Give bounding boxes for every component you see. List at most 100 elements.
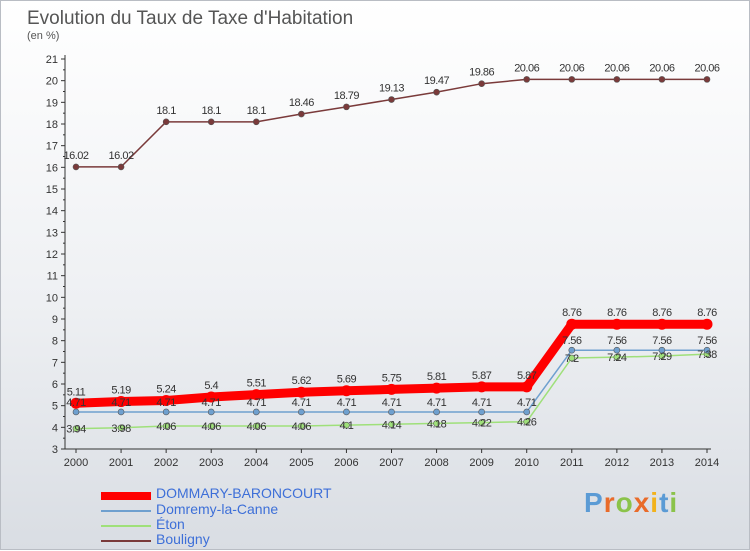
data-label-domremy: 7.56 <box>697 335 717 347</box>
data-label-bouligny: 20.06 <box>559 62 584 74</box>
data-point-bouligny <box>523 76 531 83</box>
y-tick-label: 10 <box>46 292 58 304</box>
data-point-eton <box>388 420 395 428</box>
data-point-eton <box>478 419 485 426</box>
data-point-domremy <box>298 408 305 416</box>
data-point-dommary <box>476 381 488 393</box>
legend-swatch-bouligny <box>101 540 151 542</box>
data-label-domremy: 4.71 <box>247 397 267 409</box>
x-tick-label: 2001 <box>109 457 133 469</box>
data-label-domremy: 7.56 <box>562 335 582 347</box>
logo-letter: i <box>669 487 679 518</box>
data-point-domremy <box>478 408 485 416</box>
y-tick-label: 21 <box>46 54 58 66</box>
data-label-dommary: 8.76 <box>697 307 717 319</box>
data-label-bouligny: 20.06 <box>604 62 629 74</box>
data-label-dommary: 5.75 <box>382 372 402 384</box>
data-label-eton: 7.24 <box>607 352 627 364</box>
data-point-bouligny <box>478 80 485 87</box>
data-point-domremy <box>162 408 170 416</box>
data-label-domremy: 7.56 <box>607 335 627 347</box>
data-point-domremy <box>568 346 576 354</box>
y-tick-label: 16 <box>46 162 58 174</box>
data-point-dommary <box>521 381 533 393</box>
data-point-bouligny <box>703 76 711 83</box>
data-label-domremy: 4.71 <box>337 397 357 409</box>
data-point-bouligny <box>117 163 125 171</box>
legend-label-eton: Éton <box>156 516 185 532</box>
data-label-domremy: 4.71 <box>517 397 537 409</box>
data-label-domremy: 4.71 <box>382 397 402 409</box>
legend-swatch-eton <box>101 525 151 527</box>
data-point-eton <box>568 354 576 362</box>
data-label-eton: 4.1 <box>340 420 354 432</box>
data-label-bouligny: 20.06 <box>514 62 539 74</box>
data-label-bouligny: 16.02 <box>109 150 134 162</box>
data-label-dommary: 5.87 <box>517 370 537 382</box>
data-point-bouligny <box>658 76 666 83</box>
x-tick-label: 2008 <box>424 457 448 469</box>
data-label-eton: 4.18 <box>427 418 447 430</box>
data-point-bouligny <box>162 118 170 126</box>
data-label-dommary: 5.81 <box>427 371 447 383</box>
x-tick-label: 2006 <box>334 457 358 469</box>
legend-swatch-domremy <box>101 510 151 512</box>
data-point-eton <box>613 353 621 361</box>
proxiti-logo: Proxiti <box>584 487 678 519</box>
data-label-eton: 3.94 <box>66 424 86 436</box>
legend-swatch-dommary <box>101 492 151 500</box>
data-point-bouligny <box>298 110 305 118</box>
x-tick-label: 2003 <box>199 457 223 469</box>
y-tick-label: 20 <box>46 76 58 88</box>
data-point-eton <box>117 424 125 432</box>
data-point-eton <box>343 421 350 429</box>
data-label-eton: 7.29 <box>652 351 672 363</box>
data-label-bouligny: 18.79 <box>334 90 359 102</box>
data-point-eton <box>433 420 440 427</box>
chart-title: Evolution du Taux de Taxe d'Habitation <box>27 8 354 29</box>
y-tick-label: 18 <box>46 119 58 131</box>
x-tick-label: 2009 <box>469 457 493 469</box>
data-label-domremy: 7.56 <box>652 335 672 347</box>
data-label-eton: 4.06 <box>247 421 267 433</box>
data-point-domremy <box>343 408 350 416</box>
data-label-domremy: 4.71 <box>202 397 222 409</box>
data-point-domremy <box>388 408 395 416</box>
x-tick-label: 2004 <box>244 457 268 469</box>
x-tick-label: 2010 <box>514 457 538 469</box>
data-point-domremy <box>613 346 621 354</box>
data-label-eton: 7.2 <box>565 353 579 365</box>
y-tick-label: 7 <box>52 357 58 369</box>
data-label-dommary: 5.87 <box>472 370 492 382</box>
data-point-domremy <box>523 408 531 416</box>
data-point-dommary <box>295 386 307 398</box>
y-tick-label: 14 <box>46 206 58 218</box>
data-label-bouligny: 20.06 <box>694 62 719 74</box>
data-label-bouligny: 18.1 <box>202 105 222 117</box>
y-tick-label: 13 <box>46 227 58 239</box>
data-point-dommary <box>250 389 262 401</box>
y-tick-label: 17 <box>46 141 58 153</box>
logo-letter: P <box>584 487 604 518</box>
data-point-dommary <box>566 318 578 330</box>
data-point-eton <box>523 418 531 426</box>
data-label-dommary: 8.76 <box>652 307 672 319</box>
data-point-domremy <box>72 408 80 416</box>
data-point-domremy <box>703 346 711 354</box>
data-point-bouligny <box>433 88 440 96</box>
data-label-dommary: 8.76 <box>562 307 582 319</box>
data-label-dommary: 5.19 <box>111 385 131 397</box>
y-tick-label: 3 <box>52 444 58 456</box>
legend-label-domremy: Domremy-la-Canne <box>156 501 279 517</box>
data-point-domremy <box>207 408 215 416</box>
data-point-eton <box>162 422 170 430</box>
data-label-domremy: 4.71 <box>472 397 492 409</box>
x-tick-label: 2007 <box>379 457 403 469</box>
data-label-bouligny: 18.1 <box>156 105 176 117</box>
legend-label-bouligny: Bouligny <box>156 531 210 547</box>
data-label-eton: 7.38 <box>697 349 717 361</box>
data-point-dommary <box>70 397 82 409</box>
data-label-bouligny: 19.47 <box>424 75 449 87</box>
data-label-dommary: 5.51 <box>247 378 267 390</box>
y-tick-label: 9 <box>52 314 58 326</box>
